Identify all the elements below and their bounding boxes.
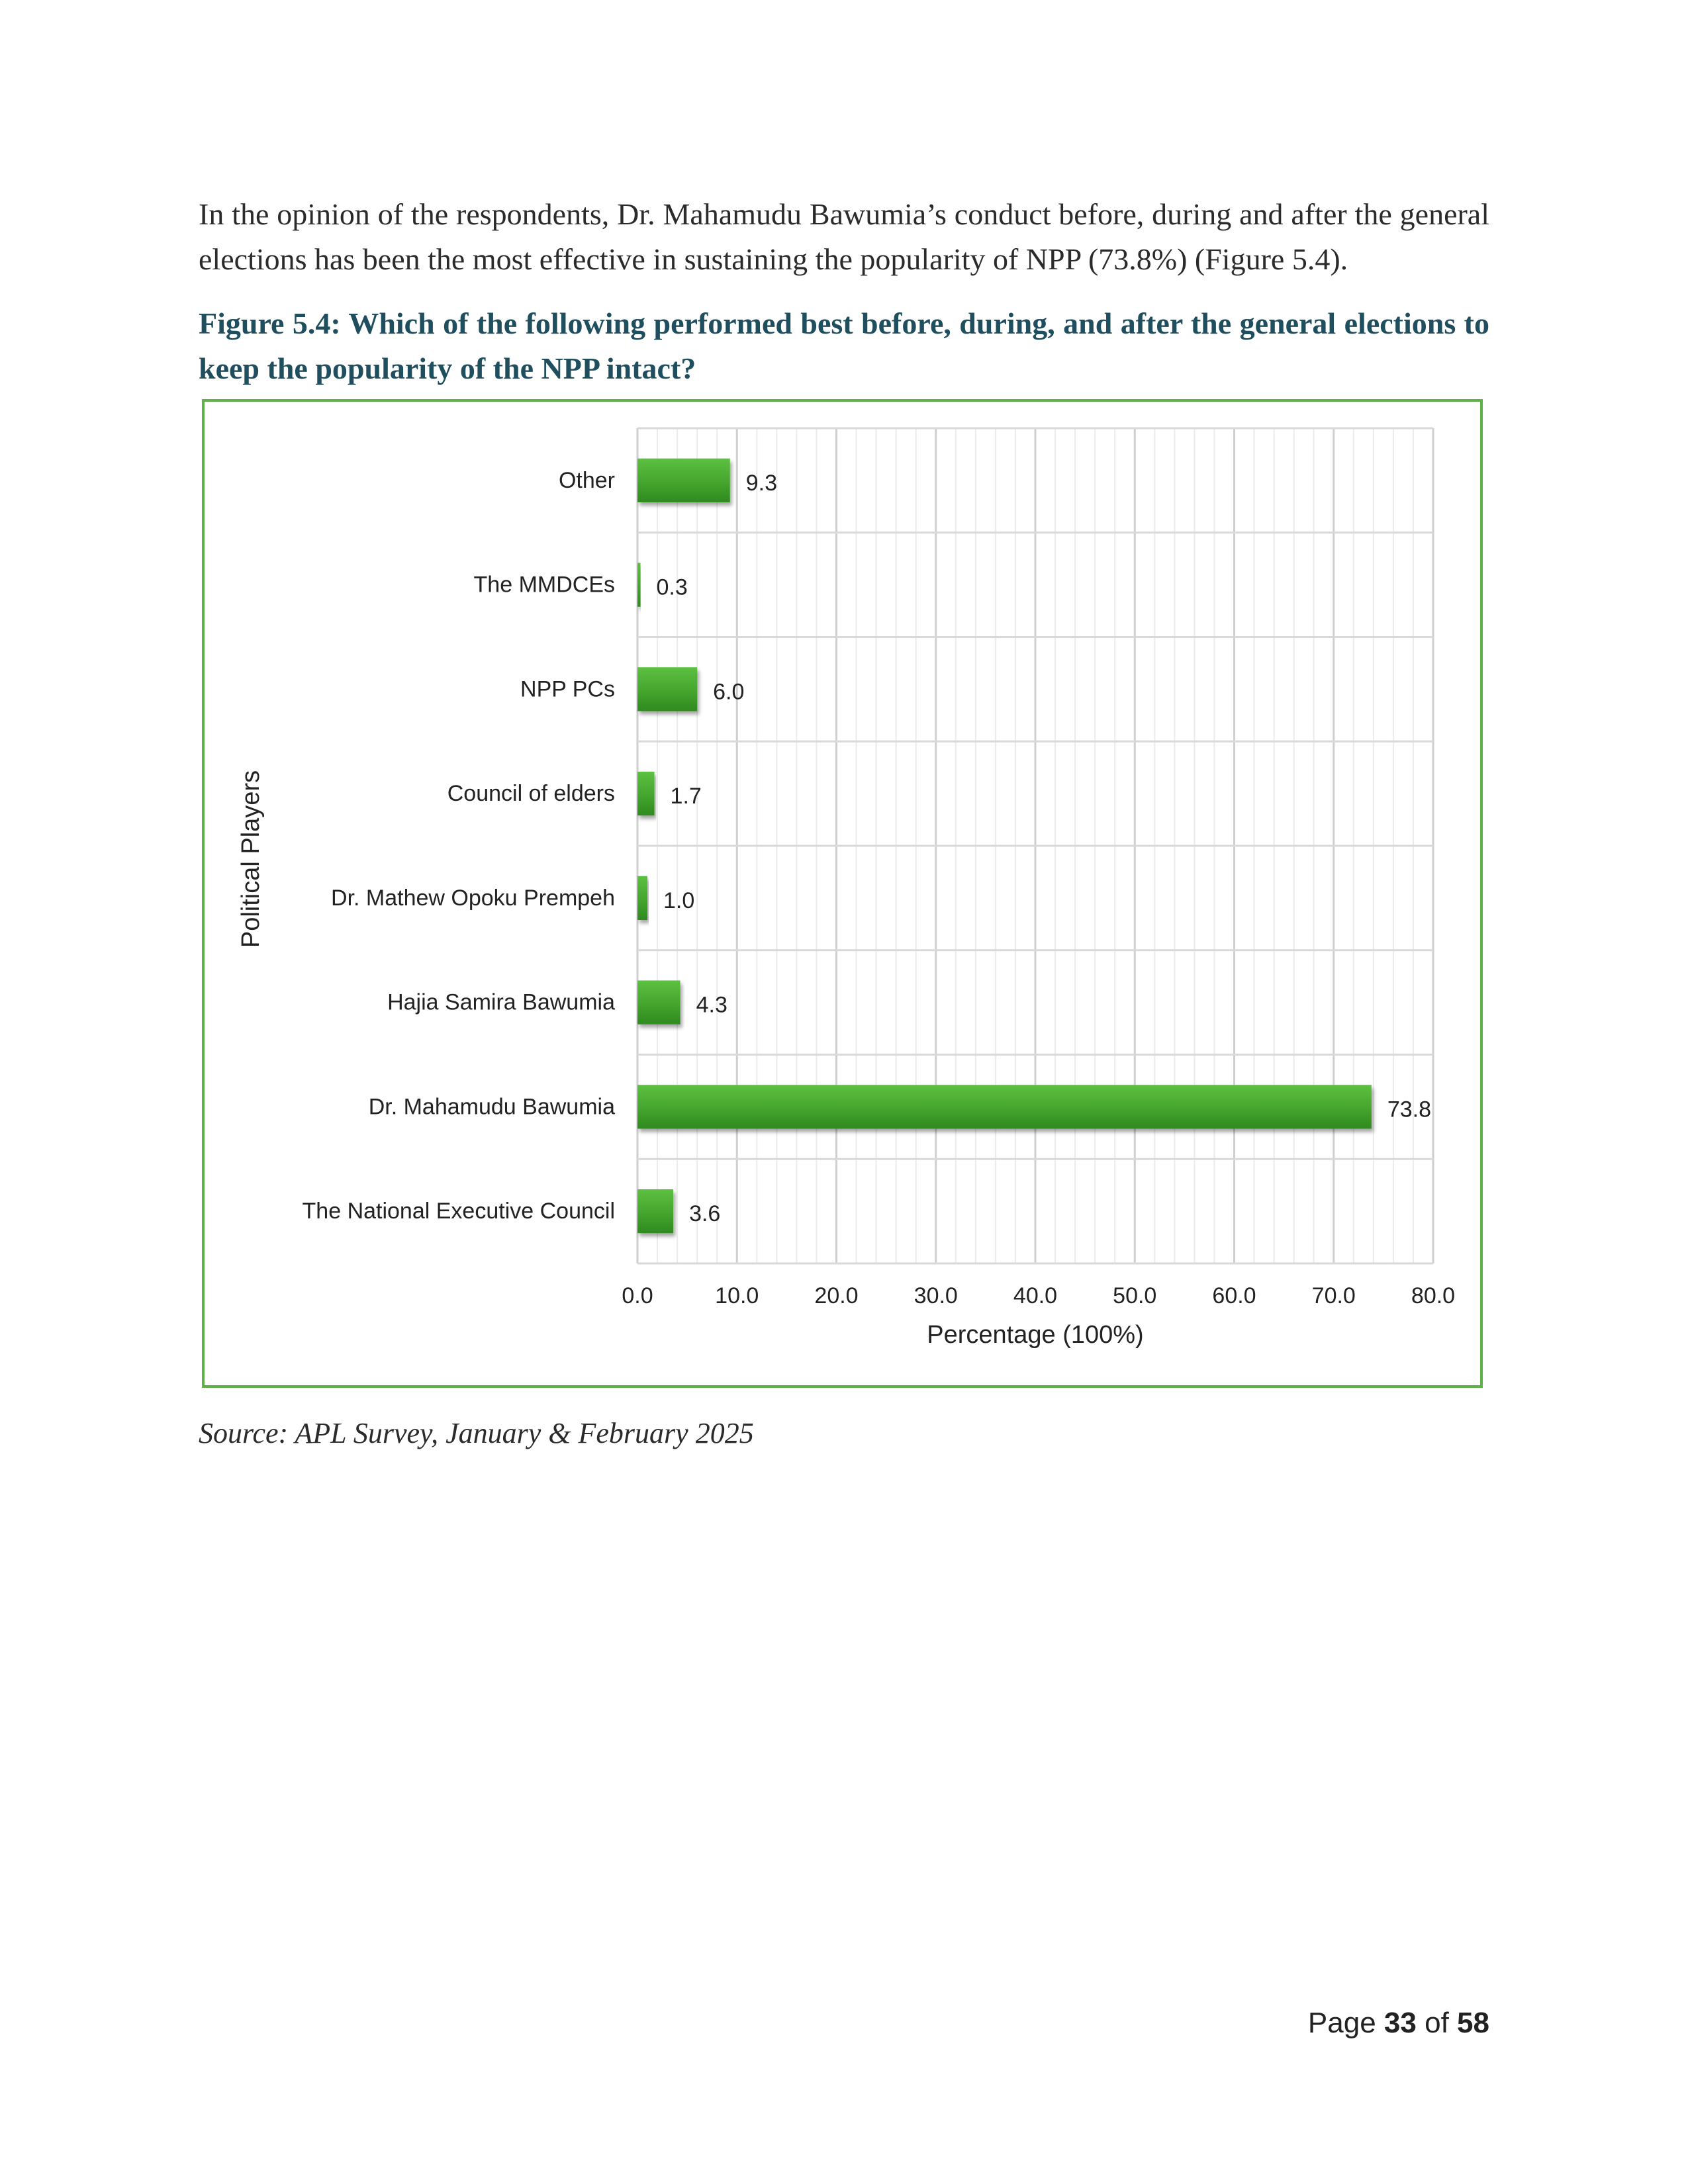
x-tick-label: 70.0 bbox=[1312, 1283, 1356, 1308]
category-label: The MMDCEs bbox=[474, 572, 615, 598]
bar bbox=[637, 458, 730, 503]
body-paragraph: In the opinion of the respondents, Dr. M… bbox=[199, 197, 1489, 276]
data-label: 1.0 bbox=[663, 888, 694, 913]
x-tick-label: 30.0 bbox=[914, 1283, 958, 1308]
category-label: Council of elders bbox=[447, 781, 615, 806]
page-of: of bbox=[1425, 2007, 1449, 2039]
bar bbox=[637, 667, 698, 711]
chart-frame: Other 9.3 The MMDCEs 0.3 NPP PCs 6.0 Council o… bbox=[202, 399, 1483, 1388]
data-label: 9.3 bbox=[746, 471, 777, 496]
labels: Other 9.3 The MMDCEs 0.3 NPP PCs 6.0 Council o… bbox=[303, 468, 1456, 1308]
data-label: 1.7 bbox=[671, 784, 702, 809]
category-label: Dr. Mahamudu Bawumia bbox=[369, 1094, 615, 1119]
data-label: 0.3 bbox=[657, 575, 688, 600]
bars bbox=[637, 458, 1372, 1234]
bar bbox=[637, 771, 655, 816]
page-current: 33 bbox=[1383, 2007, 1417, 2039]
bar bbox=[637, 980, 680, 1024]
bar bbox=[637, 1189, 674, 1234]
source-note: Source: APL Survey, January & February 2… bbox=[199, 1417, 754, 1449]
data-label: 3.6 bbox=[689, 1201, 720, 1226]
bar bbox=[637, 876, 648, 921]
x-tick-label: 10.0 bbox=[715, 1283, 759, 1308]
bar bbox=[637, 563, 641, 607]
page-total: 58 bbox=[1457, 2007, 1489, 2039]
figure-caption: Figure 5.4: Which of the following perfo… bbox=[199, 306, 1489, 385]
data-label: 4.3 bbox=[696, 993, 727, 1018]
bar bbox=[637, 1085, 1372, 1129]
page-prefix: Page bbox=[1307, 2007, 1376, 2039]
data-label: 6.0 bbox=[713, 679, 744, 704]
x-tick-label: 60.0 bbox=[1212, 1283, 1256, 1308]
x-tick-label: 20.0 bbox=[814, 1283, 858, 1308]
category-label: Other bbox=[559, 468, 615, 493]
category-label: Dr. Mathew Opoku Prempeh bbox=[331, 886, 615, 911]
x-tick-label: 0.0 bbox=[622, 1283, 653, 1308]
x-axis-title: Percentage (100%) bbox=[927, 1321, 1143, 1349]
category-label: NPP PCs bbox=[520, 676, 615, 702]
category-label: Hajia Samira Bawumia bbox=[387, 990, 615, 1015]
grid bbox=[636, 427, 1434, 1265]
data-label: 73.8 bbox=[1387, 1097, 1431, 1122]
bar-chart: Other 9.3 The MMDCEs 0.3 NPP PCs 6.0 Council o… bbox=[237, 427, 1456, 1349]
category-label: The National Executive Council bbox=[303, 1199, 615, 1224]
x-tick-label: 40.0 bbox=[1013, 1283, 1057, 1308]
x-tick-label: 50.0 bbox=[1113, 1283, 1156, 1308]
page-number: Page 33 of 58 bbox=[1308, 2007, 1489, 2040]
y-axis-title: Political Players bbox=[237, 770, 265, 948]
x-tick-label: 80.0 bbox=[1411, 1283, 1455, 1308]
